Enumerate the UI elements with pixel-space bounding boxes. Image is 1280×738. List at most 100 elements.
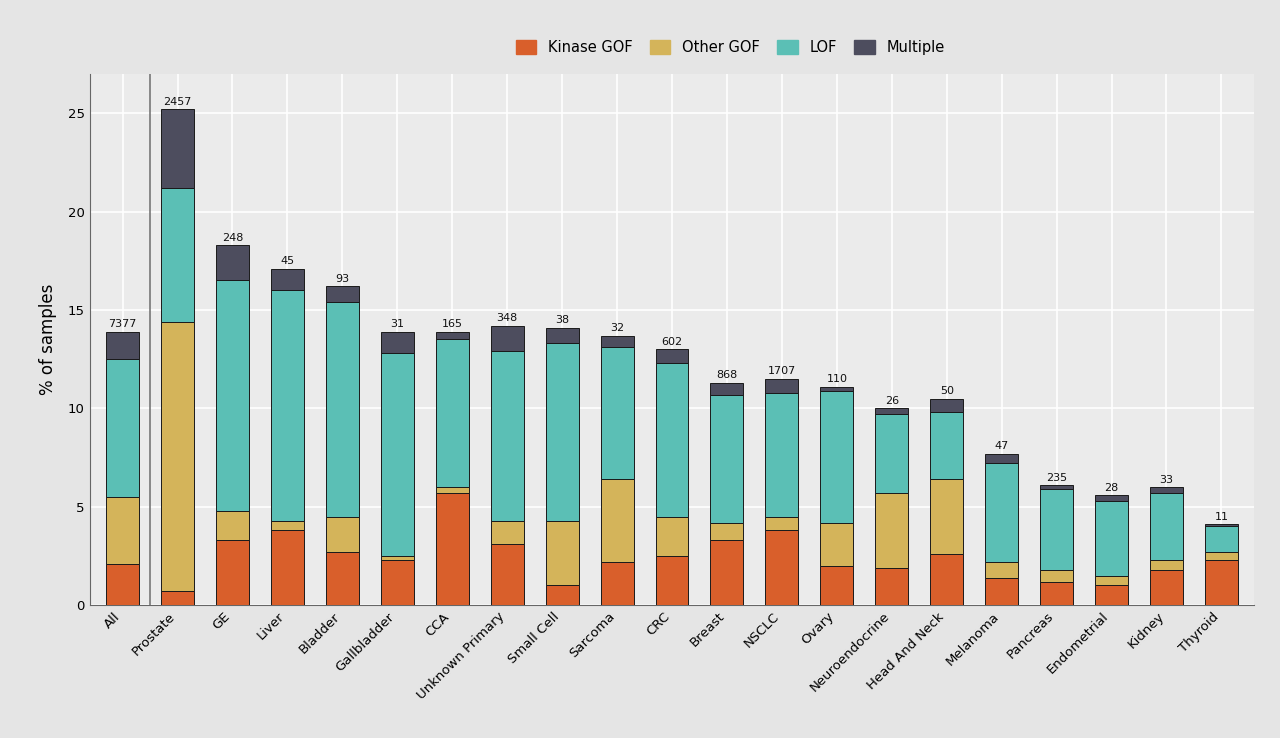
Bar (490, 325, 524, 351)
Bar (161, 591, 195, 605)
Bar (1204, 526, 1238, 552)
Bar (216, 511, 248, 540)
Bar (490, 520, 524, 544)
Bar (986, 562, 1018, 578)
Bar (161, 188, 195, 322)
Text: 2457: 2457 (164, 97, 192, 107)
Legend: Kinase GOF, Other GOF, LOF, Multiple: Kinase GOF, Other GOF, LOF, Multiple (509, 35, 951, 61)
Bar (161, 109, 195, 188)
Bar (1041, 485, 1073, 489)
Bar (435, 493, 468, 605)
Text: 602: 602 (662, 337, 682, 347)
Bar (271, 290, 303, 520)
Bar (381, 556, 413, 560)
Bar (1149, 487, 1183, 493)
Bar (326, 286, 358, 302)
Bar (326, 552, 358, 605)
Bar (820, 390, 854, 523)
Bar (1149, 570, 1183, 605)
Bar (1096, 495, 1128, 501)
Text: 28: 28 (1105, 483, 1119, 492)
Text: 47: 47 (995, 441, 1009, 451)
Bar (435, 339, 468, 487)
Bar (876, 414, 909, 493)
Bar (1096, 501, 1128, 576)
Bar (710, 540, 744, 605)
Bar (1041, 582, 1073, 605)
Bar (490, 351, 524, 520)
Bar (271, 520, 303, 531)
Bar (820, 523, 854, 566)
Bar (710, 383, 744, 395)
Bar (710, 523, 744, 540)
Bar (381, 331, 413, 354)
Bar (326, 302, 358, 517)
Bar (435, 487, 468, 493)
Bar (655, 363, 689, 517)
Bar (600, 348, 634, 479)
Bar (765, 393, 799, 517)
Bar (986, 454, 1018, 463)
Bar (710, 395, 744, 523)
Bar (381, 354, 413, 556)
Bar (765, 517, 799, 531)
Bar (876, 408, 909, 414)
Bar (1041, 570, 1073, 582)
Text: 11: 11 (1215, 512, 1229, 522)
Text: 38: 38 (556, 315, 570, 325)
Bar (545, 520, 579, 585)
Bar (931, 479, 963, 554)
Text: 110: 110 (827, 374, 847, 384)
Text: 26: 26 (884, 396, 899, 406)
Bar (931, 554, 963, 605)
Bar (600, 562, 634, 605)
Bar (106, 564, 140, 605)
Bar (106, 359, 140, 497)
Text: 248: 248 (221, 232, 243, 243)
Bar (765, 379, 799, 393)
Text: 165: 165 (442, 320, 463, 329)
Bar (655, 349, 689, 363)
Bar (876, 568, 909, 605)
Bar (326, 517, 358, 552)
Bar (1096, 576, 1128, 585)
Text: 348: 348 (497, 314, 518, 323)
Y-axis label: % of samples: % of samples (38, 284, 56, 395)
Bar (271, 269, 303, 290)
Bar (435, 331, 468, 339)
Bar (655, 556, 689, 605)
Bar (820, 387, 854, 390)
Bar (931, 399, 963, 413)
Bar (1204, 560, 1238, 605)
Text: 32: 32 (611, 323, 625, 333)
Text: 33: 33 (1160, 475, 1174, 485)
Text: 7377: 7377 (109, 320, 137, 329)
Bar (545, 585, 579, 605)
Bar (161, 322, 195, 591)
Bar (765, 531, 799, 605)
Bar (216, 280, 248, 511)
Bar (271, 531, 303, 605)
Bar (600, 479, 634, 562)
Bar (986, 463, 1018, 562)
Bar (545, 343, 579, 520)
Bar (1041, 489, 1073, 570)
Bar (490, 544, 524, 605)
Bar (216, 245, 248, 280)
Bar (106, 497, 140, 564)
Bar (216, 540, 248, 605)
Text: 31: 31 (390, 320, 404, 329)
Bar (1149, 493, 1183, 560)
Bar (655, 517, 689, 556)
Bar (1096, 585, 1128, 605)
Bar (106, 331, 140, 359)
Text: 235: 235 (1046, 473, 1068, 483)
Bar (1149, 560, 1183, 570)
Bar (931, 413, 963, 479)
Bar (600, 336, 634, 348)
Text: 50: 50 (940, 386, 954, 396)
Bar (1204, 525, 1238, 526)
Text: 868: 868 (717, 370, 737, 380)
Bar (820, 566, 854, 605)
Bar (381, 560, 413, 605)
